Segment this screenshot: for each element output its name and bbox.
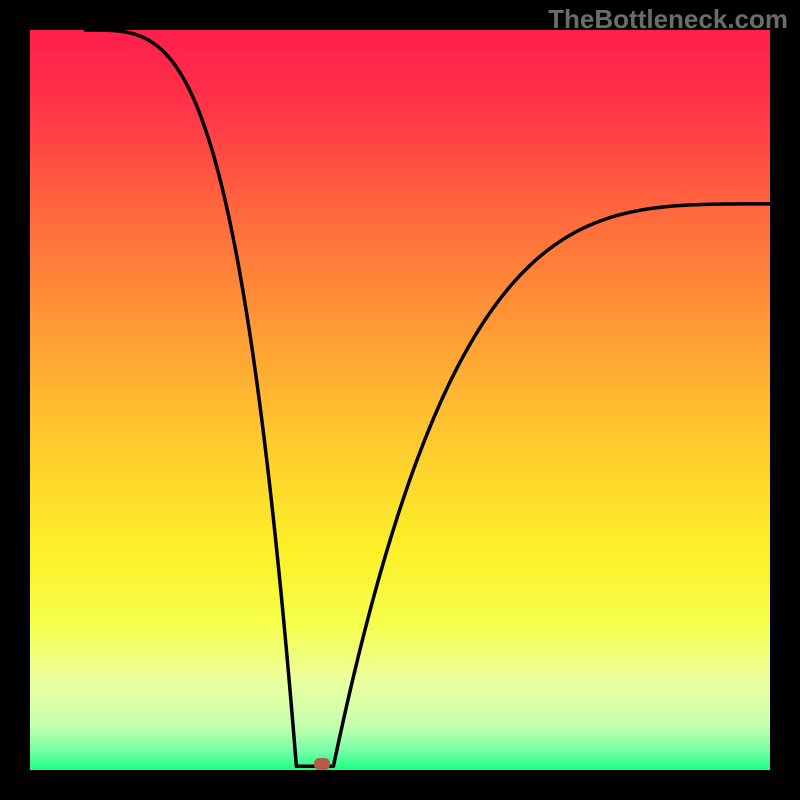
- plot-area: [30, 30, 770, 770]
- curve-path: [86, 30, 771, 766]
- optimum-marker: [314, 758, 330, 770]
- bottleneck-curve: [30, 30, 770, 770]
- marker-rect: [314, 758, 330, 770]
- chart-container: TheBottleneck.com: [0, 0, 800, 800]
